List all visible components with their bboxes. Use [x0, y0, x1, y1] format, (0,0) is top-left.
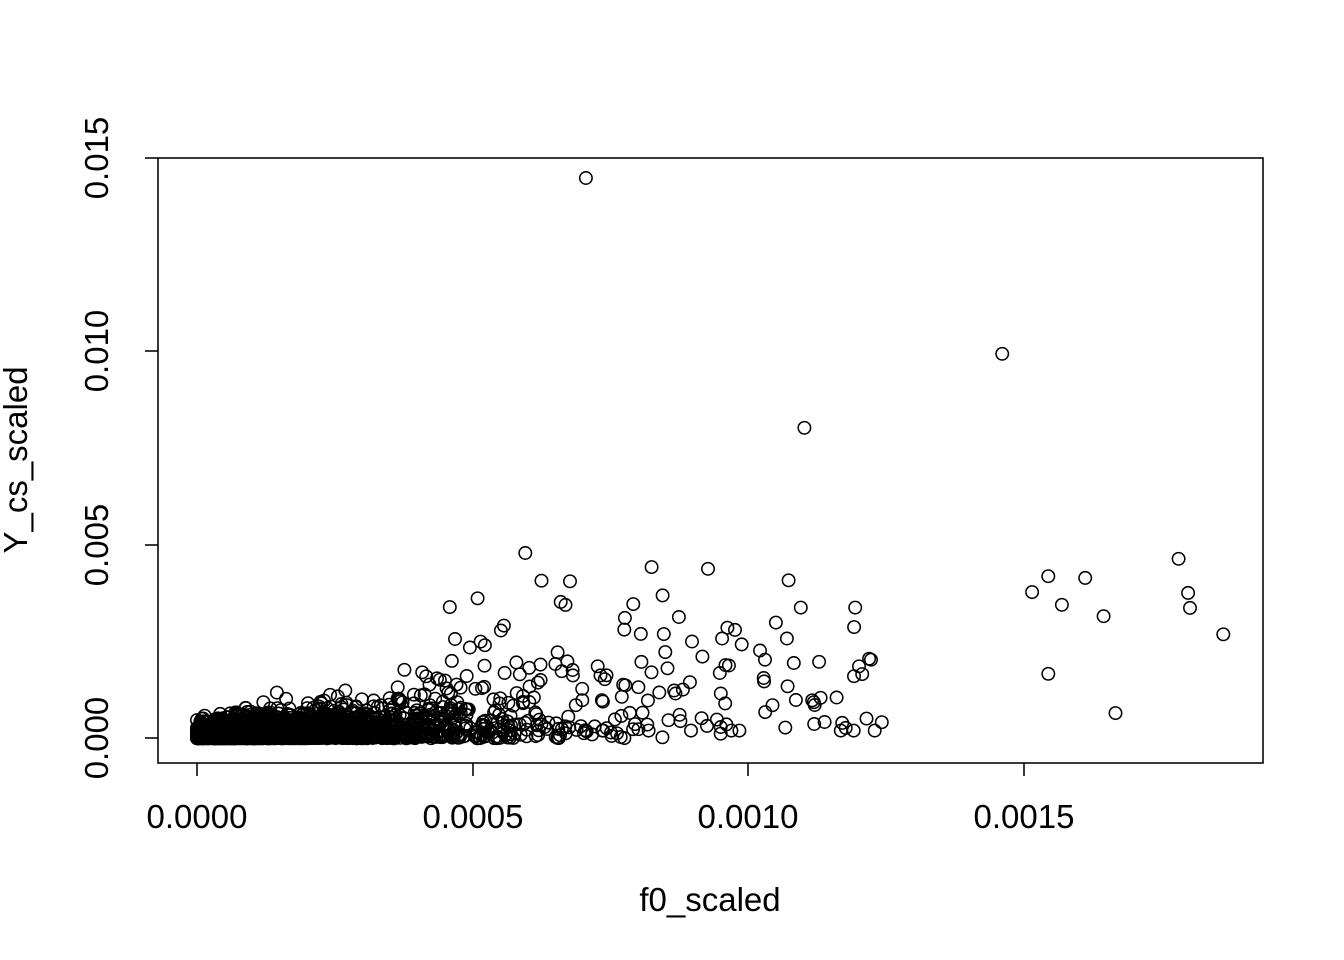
svg-text:0.010: 0.010 [78, 310, 115, 393]
svg-text:Y_cs_scaled: Y_cs_scaled [0, 366, 34, 553]
svg-text:0.000: 0.000 [78, 697, 115, 780]
svg-text:0.0000: 0.0000 [147, 798, 248, 835]
svg-text:0.015: 0.015 [78, 117, 115, 200]
svg-text:f0_scaled: f0_scaled [639, 881, 780, 918]
svg-text:0.0015: 0.0015 [974, 798, 1075, 835]
svg-text:0.005: 0.005 [78, 504, 115, 587]
svg-text:0.0010: 0.0010 [698, 798, 799, 835]
svg-text:0.0005: 0.0005 [423, 798, 524, 835]
